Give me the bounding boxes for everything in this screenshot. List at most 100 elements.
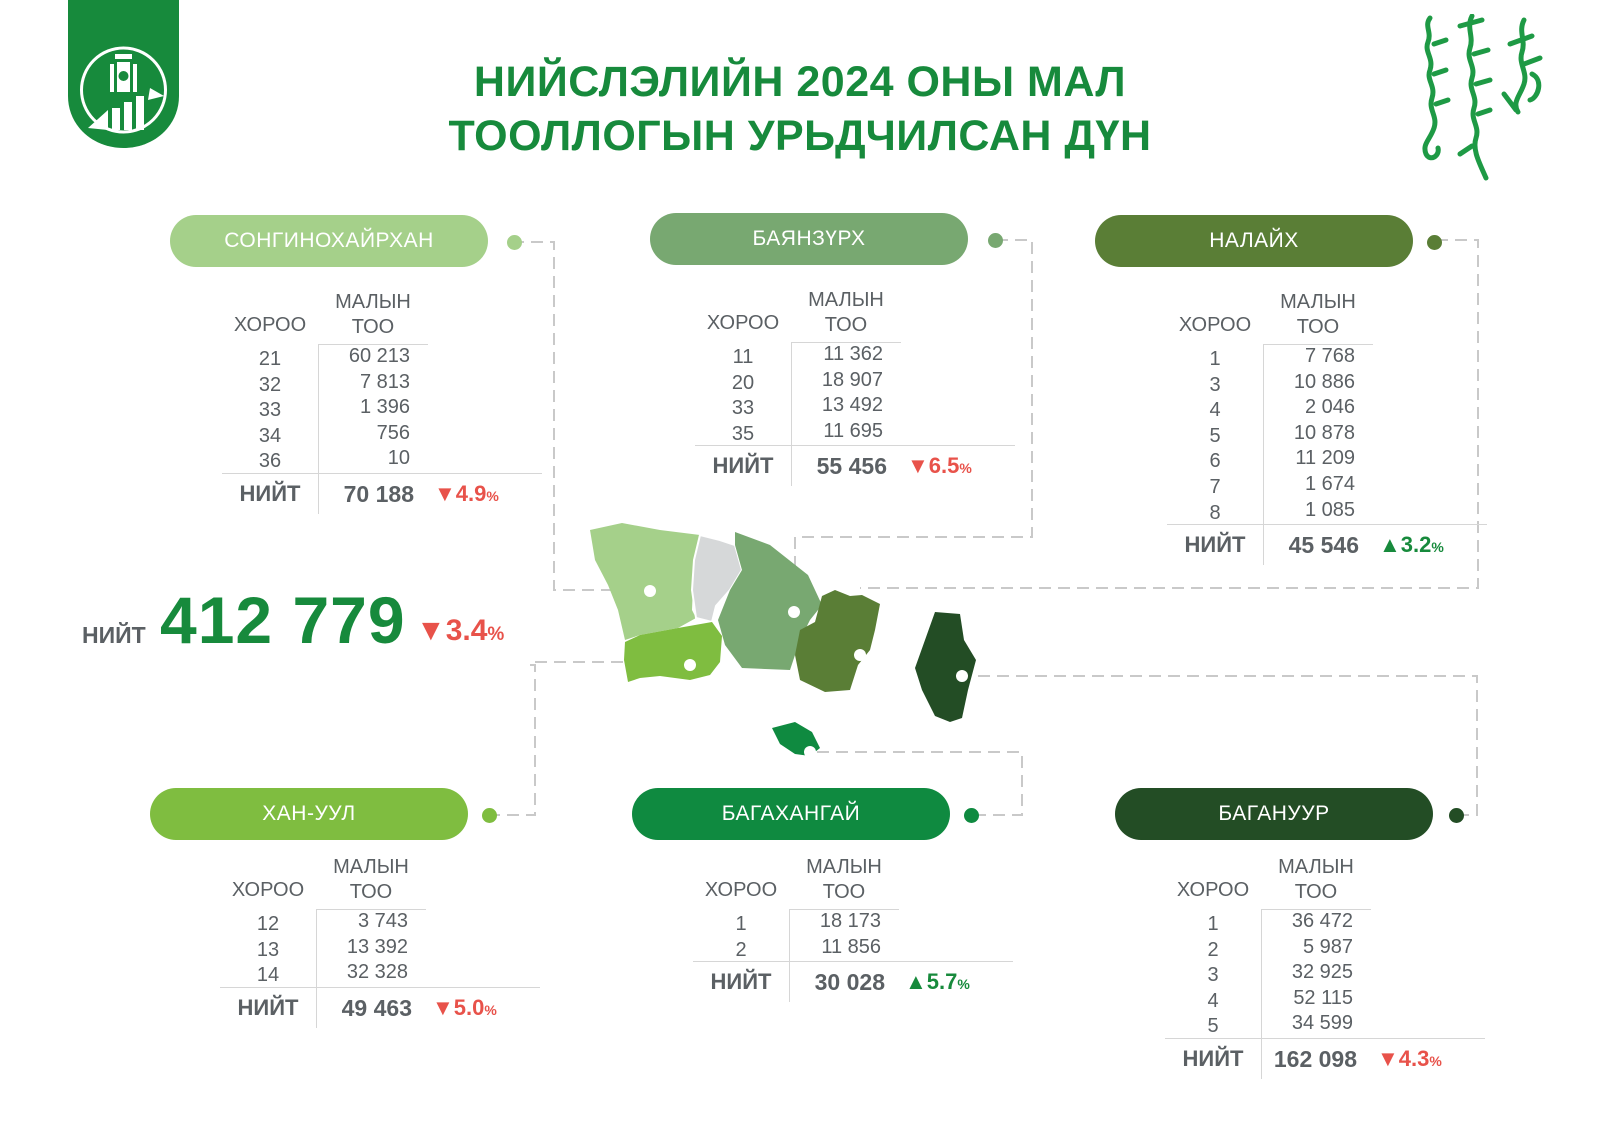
count-header-line-2: ТОО	[822, 881, 866, 903]
khoroo-number: 1	[735, 913, 747, 935]
khoroo-number: 14	[256, 964, 280, 987]
district-marker-songinokhairkhan	[507, 235, 522, 250]
decrease-arrow-icon: ▼	[416, 614, 446, 647]
livestock-count: 13 492	[821, 394, 883, 417]
livestock-count: 10 886	[1293, 370, 1355, 393]
total-value: 162 098	[1273, 1045, 1357, 1072]
table-row: 3 32 925	[1165, 961, 1485, 987]
khoroo-number: 4	[1209, 399, 1221, 422]
district-marker-khan-uul	[482, 808, 497, 823]
map-region-chingeltei	[690, 533, 744, 624]
total-change: ▼4.9%	[434, 481, 499, 507]
district-pill-nalaikh: НАЛАЙХ	[1095, 215, 1413, 267]
table-total-row: НИЙТ 30 028 ▲5.7%	[693, 961, 1013, 1003]
table-row: 20 18 907	[695, 369, 1015, 395]
total-value: 55 456	[816, 453, 887, 480]
column-divider	[1263, 525, 1264, 566]
khoroo-number: 35	[731, 422, 755, 445]
district-pill-baganuur: БАГАНУУР	[1115, 788, 1433, 840]
livestock-count: 34 599	[1291, 1012, 1353, 1035]
khoroo-number: 5	[1209, 424, 1221, 447]
table-row: 14 32 328	[220, 961, 540, 987]
count-header-line-2: ТОО	[351, 316, 395, 338]
decrease-arrow-icon: ▼	[434, 480, 456, 506]
khoroo-column-header: ХОРОО	[1176, 879, 1250, 901]
table-row: 13 13 392	[220, 936, 540, 962]
livestock-count: 36 472	[1291, 910, 1353, 932]
header-divider	[791, 342, 901, 343]
district-map	[590, 523, 976, 758]
map-marker-bayanzurkh	[788, 606, 800, 618]
khoroo-number: 33	[258, 399, 282, 422]
district-pill-khan-uul: ХАН-УУЛ	[150, 788, 468, 840]
table-row: 33 1 396	[222, 396, 542, 422]
count-column-header: МАЛЫН ТОО	[318, 290, 428, 340]
table-row: 35 11 695	[695, 420, 1015, 446]
total-value: 70 188	[343, 480, 414, 507]
change-value: 4.9	[455, 480, 487, 506]
table-body: 21 60 213 32 7 813 33 1 396 34 756 36 10	[222, 345, 542, 473]
table-total-row: НИЙТ 45 546 ▲3.2%	[1167, 524, 1487, 566]
livestock-count: 5 987	[1302, 935, 1353, 958]
change-value: 4.3	[1398, 1045, 1430, 1071]
khoroo-number: 11	[732, 346, 754, 368]
total-label: НИЙТ	[1182, 1045, 1244, 1071]
column-divider	[789, 910, 790, 962]
table-row: 7 1 674	[1167, 473, 1487, 499]
table-row: 11 11 362	[695, 343, 1015, 369]
decrease-arrow-icon: ▼	[907, 453, 929, 479]
count-column-header: МАЛЫН ТОО	[789, 855, 899, 905]
khoroo-number: 7	[1209, 475, 1221, 498]
count-header-line-1: МАЛЫН	[333, 856, 409, 878]
table-row: 12 3 743	[220, 910, 540, 936]
khoroo-number: 8	[1209, 501, 1221, 524]
livestock-count: 11 856	[821, 935, 881, 958]
livestock-count: 10	[387, 447, 410, 470]
khoroo-number: 1	[1207, 913, 1219, 935]
khoroo-number: 6	[1209, 450, 1221, 473]
district-marker-nalaikh	[1427, 235, 1442, 250]
livestock-count: 32 328	[346, 961, 408, 984]
percent-sign: %	[486, 487, 499, 504]
total-label: НИЙТ	[712, 453, 774, 479]
livestock-count: 2 046	[1304, 396, 1355, 419]
table-total-row: НИЙТ 49 463 ▼5.0%	[220, 986, 540, 1028]
count-column-header: МАЛЫН ТОО	[1263, 290, 1373, 340]
grand-total-label: НИЙТ	[82, 622, 146, 648]
table-row: 21 60 213	[222, 345, 542, 371]
header-divider	[1261, 909, 1371, 910]
count-column-header: МАЛЫН ТОО	[1261, 855, 1371, 905]
total-change: ▼4.3%	[1377, 1046, 1442, 1072]
khoroo-number: 36	[258, 450, 282, 473]
livestock-count: 18 907	[821, 368, 883, 391]
khoroo-number: 20	[731, 371, 755, 394]
map-region-baganuur	[915, 612, 976, 722]
livestock-count: 7 768	[1304, 345, 1355, 367]
livestock-count: 13 392	[346, 935, 408, 958]
header-divider	[789, 909, 899, 910]
map-region-bayanzurkh	[718, 532, 822, 670]
count-header-line-2: ТОО	[824, 314, 868, 336]
khoroo-column-header: ХОРОО	[1178, 314, 1252, 336]
column-divider	[791, 343, 792, 446]
district-marker-bagakhangai	[964, 808, 979, 823]
column-divider	[789, 962, 790, 1003]
table-row: 8 1 085	[1167, 499, 1487, 525]
khoroo-number: 3	[1209, 373, 1221, 396]
table-header: ХОРОО МАЛЫН ТОО	[220, 855, 540, 910]
table-row: 5 10 878	[1167, 422, 1487, 448]
district-table-songinokhairkhan: ХОРОО МАЛЫН ТОО 21 60 213 32 7 813 33 1 396 34 756…	[222, 290, 542, 514]
count-header-line-1: МАЛЫН	[335, 291, 411, 313]
count-column-header: МАЛЫН ТОО	[791, 288, 901, 338]
table-row: 1 7 768	[1167, 345, 1487, 371]
district-table-bayanzurkh: ХОРОО МАЛЫН ТОО 11 11 362 20 18 907 33 13 492 35 1…	[695, 288, 1015, 487]
table-body: 1 18 173 2 11 856	[693, 910, 1013, 962]
percent-sign: %	[959, 460, 972, 477]
increase-arrow-icon: ▲	[1379, 532, 1401, 558]
khoroo-number: 32	[258, 373, 282, 396]
change-value: 5.7	[926, 969, 958, 995]
khoroo-column-header: ХОРОО	[233, 314, 307, 336]
table-row: 34 756	[222, 422, 542, 448]
total-value: 45 546	[1288, 532, 1359, 559]
livestock-count: 52 115	[1293, 986, 1353, 1009]
